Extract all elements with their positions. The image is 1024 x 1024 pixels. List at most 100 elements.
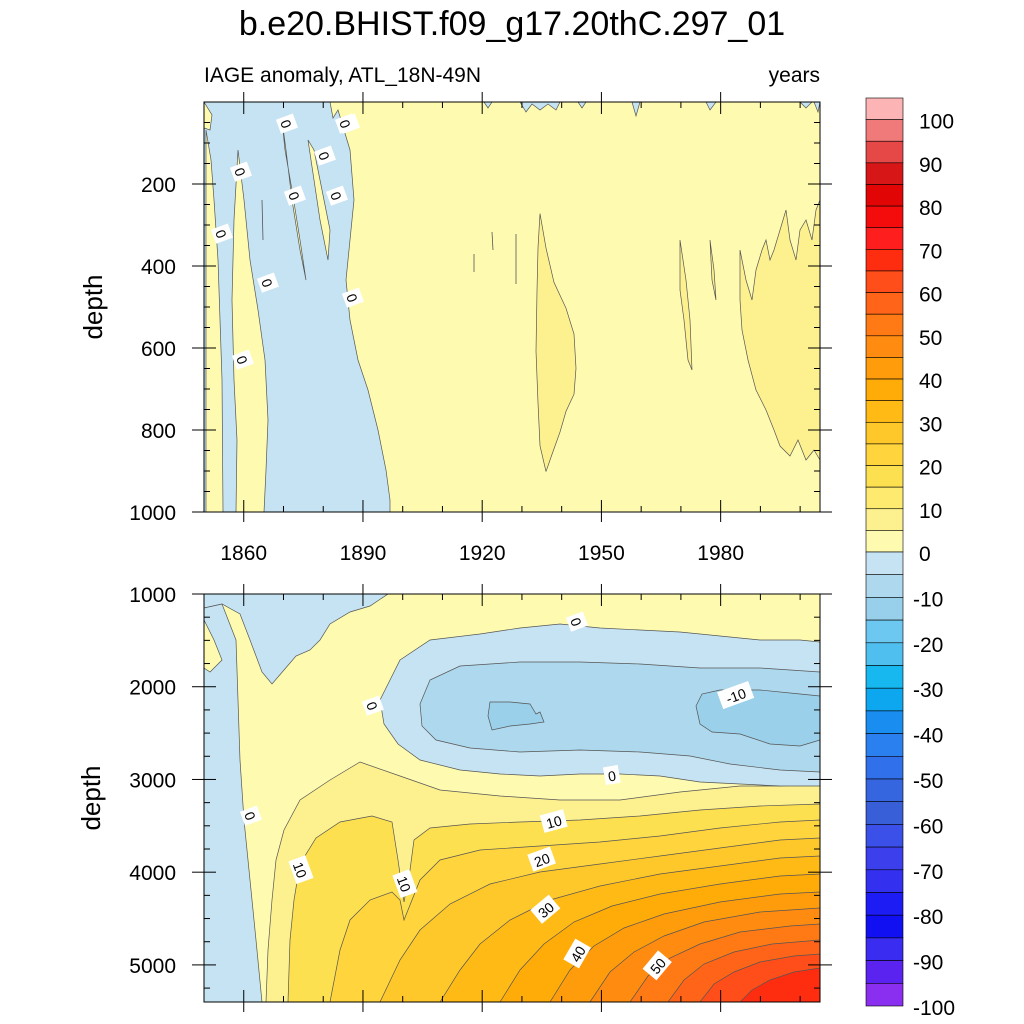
contour-label: 0 <box>602 764 621 786</box>
colorbar-segment <box>865 249 904 272</box>
contour-label: 40 <box>563 938 591 969</box>
contour-label: 0 <box>361 695 384 716</box>
colorbar-segment <box>865 687 904 712</box>
colorbar-label: -70 <box>913 861 943 884</box>
colorbar-segment <box>865 530 904 553</box>
colorbar: 1009080706050403020100-10-20-30-40-50-60… <box>865 97 955 1020</box>
colorbar-segment <box>865 292 904 315</box>
colorbar-segment <box>865 846 904 871</box>
colorbar-label: -100 <box>913 997 955 1020</box>
colorbar-segment <box>865 937 904 961</box>
contour-label-bg <box>527 846 557 872</box>
top-axes: 1860 1890 1920 1950 1980 200 400 600 800 1000 <box>129 92 832 565</box>
colorbar-segment <box>865 801 904 825</box>
colorbar-segment <box>865 665 904 689</box>
contour-label-bg <box>256 272 279 293</box>
top-positive-patch <box>709 239 717 301</box>
bottom-contour-labels: 0 -10 0 0 0 10 20 30 40 50 10 10 <box>239 611 755 981</box>
contour-label-bg <box>283 185 306 206</box>
contour-label-bg <box>229 161 252 182</box>
x-tick-label: 1890 <box>340 542 387 565</box>
colorbar-segment <box>865 162 904 185</box>
y-tick-label: 4000 <box>129 862 176 885</box>
colorbar-label: 100 <box>919 111 954 134</box>
colorbar-label: -60 <box>913 815 943 838</box>
colorbar-segment <box>865 755 904 780</box>
colorbar-segment <box>865 892 904 916</box>
contour-label: 0 <box>565 611 588 632</box>
contour-label-bg <box>334 113 357 134</box>
contour-label-text: -10 <box>724 685 749 707</box>
contour-label-bg <box>539 809 568 833</box>
colorbar-segment <box>865 960 904 984</box>
colorbar-label: -50 <box>913 770 943 793</box>
contour-label: 0 <box>210 223 233 244</box>
colorbar-segment <box>865 733 904 757</box>
colorbar-label: 20 <box>919 457 942 480</box>
y-tick-label: 1000 <box>129 502 176 525</box>
colorbar-label: -40 <box>913 725 943 748</box>
contour-label-bg <box>602 764 621 786</box>
colorbar-segment <box>865 869 904 893</box>
colorbar-label: 10 <box>919 500 942 523</box>
colorbar-segment <box>865 378 904 401</box>
contour-label: 0 <box>256 272 279 293</box>
bottom-axes: 1000 2000 3000 4000 50 0 0 <box>129 584 832 1012</box>
contour-label-bg <box>392 869 418 899</box>
colorbar-segment <box>865 551 904 576</box>
colorbar-label: 40 <box>919 370 942 393</box>
y-tick-label: 3000 <box>129 769 176 792</box>
top-positive-strip <box>307 139 331 261</box>
colorbar-segment <box>865 205 904 229</box>
colorbar-segment <box>865 443 904 466</box>
top-positive-strip <box>231 149 269 512</box>
contour-label: 0 <box>229 161 252 182</box>
y-tick-label: 2000 <box>129 677 176 700</box>
contour-label: 30 <box>530 894 561 924</box>
contour-label-bg <box>313 145 336 166</box>
contour-label: -10 <box>717 680 755 710</box>
top-contour-labels: 00000000000 <box>210 113 364 370</box>
x-tick-label: 1980 <box>697 542 744 565</box>
colorbar-segment <box>865 508 904 531</box>
contour-label: 0 <box>231 349 254 370</box>
contour-label-bg <box>563 938 591 969</box>
colorbar-segment <box>865 465 904 488</box>
y-tick-label: 600 <box>141 338 176 361</box>
top-ylabel: depth <box>78 274 108 339</box>
colorbar-segment <box>865 619 904 644</box>
contour-label: 0 <box>313 145 336 166</box>
contour-label: 0 <box>341 287 364 308</box>
top-positive-patch <box>679 239 693 371</box>
bottom-ylabel: depth <box>76 765 106 830</box>
chart-subtitle-left: IAGE anomaly, ATL_18N-49N <box>204 64 481 87</box>
colorbar-segment <box>865 914 904 939</box>
top-negative-blip <box>483 102 820 118</box>
colorbar-segment <box>865 97 904 120</box>
colorbar-label: -30 <box>913 679 943 702</box>
colorbar-segment <box>865 119 904 142</box>
colorbar-label: 0 <box>919 543 931 566</box>
colorbar-label: 90 <box>919 154 942 177</box>
contour-label-text: 0 <box>607 767 618 784</box>
colorbar-segment <box>865 597 904 621</box>
colorbar-segment <box>865 313 904 337</box>
contour-label: 20 <box>527 846 557 872</box>
bottom-negative-region-15 <box>487 701 545 731</box>
y-tick-label: 1000 <box>129 584 176 607</box>
colorbar-label: 50 <box>919 327 942 350</box>
top-panel: 00000000000 1860 1890 1920 1950 1980 200 400 60… <box>78 92 832 565</box>
contour-label-text: 10 <box>290 860 310 880</box>
contour-label-bg <box>341 287 364 308</box>
contour-label-text: 10 <box>394 874 414 894</box>
top-contour-line <box>491 231 494 251</box>
contour-label: 0 <box>275 113 298 134</box>
x-tick-label: 1950 <box>578 542 625 565</box>
colorbar-segment <box>865 574 904 598</box>
colorbar-segment <box>865 270 904 293</box>
contour-label: 50 <box>642 950 672 981</box>
chart-title: b.e20.BHIST.f09_g17.20thC.297_01 <box>239 5 785 43</box>
contour-label: 10 <box>392 869 418 899</box>
contour-label: 0 <box>325 185 348 206</box>
